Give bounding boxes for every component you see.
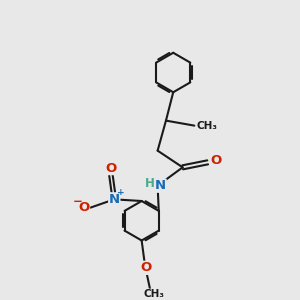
Text: −: −	[73, 195, 82, 208]
Text: H: H	[145, 177, 154, 190]
Text: O: O	[141, 261, 152, 274]
Text: +: +	[117, 188, 124, 197]
Text: O: O	[210, 154, 221, 167]
Text: O: O	[78, 201, 89, 214]
Text: N: N	[155, 179, 166, 192]
Text: N: N	[109, 193, 120, 206]
Text: CH₃: CH₃	[197, 121, 218, 130]
Text: O: O	[105, 162, 117, 175]
Text: CH₃: CH₃	[144, 289, 165, 299]
